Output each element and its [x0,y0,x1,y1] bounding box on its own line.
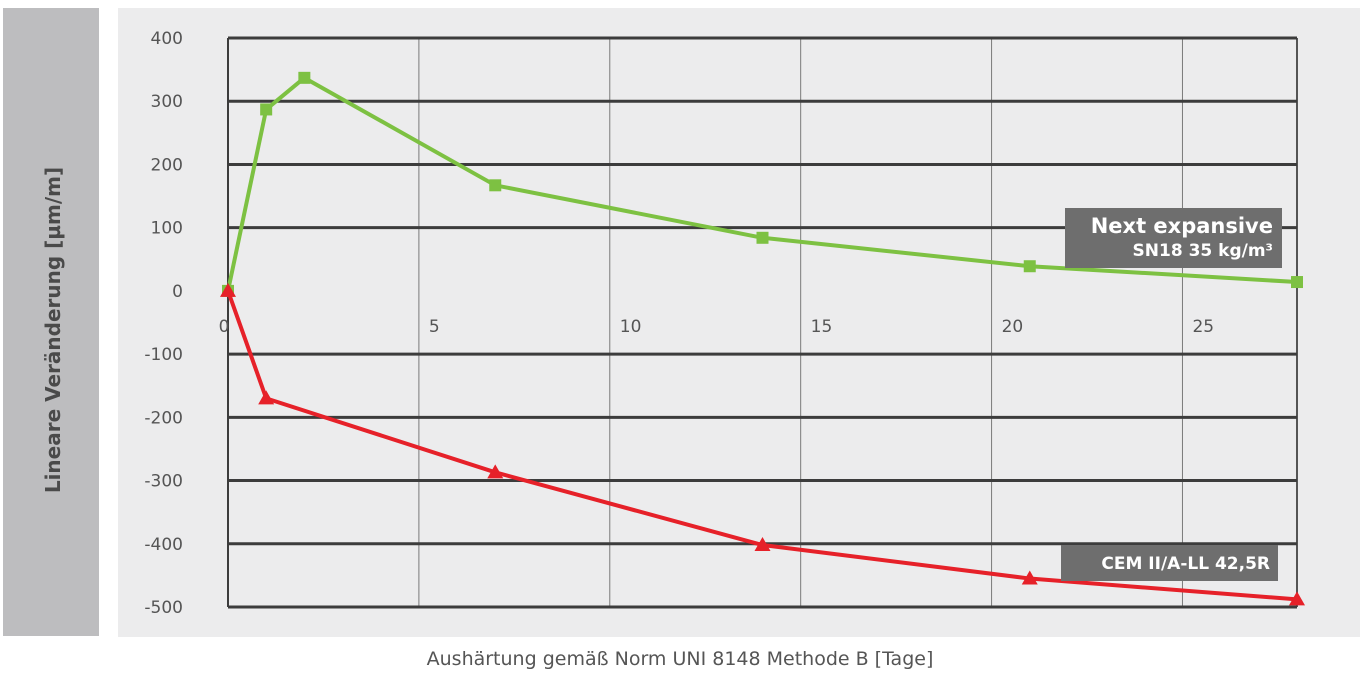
data-point [260,103,273,116]
data-point [1291,276,1303,289]
y-tick-label: 300 [151,92,183,112]
data-point [298,71,311,84]
x-tick-label: 0 [219,317,230,337]
data-point [756,231,769,244]
y-tick-label: 400 [151,29,183,49]
x-tick-label: 20 [1002,317,1024,337]
data-point [487,464,504,479]
x-tick-label: 15 [811,317,833,337]
x-tick-label: 10 [620,317,642,337]
y-tick-label: -200 [144,408,183,428]
legend-box-cem [1061,545,1278,581]
y-tick-label: 200 [151,155,183,175]
y-tick-label: 100 [151,219,183,239]
x-axis-label: Aushärtung gemäß Norm UNI 8148 Methode B… [426,648,934,670]
data-point [258,390,275,405]
data-point [1021,570,1038,585]
legend-label-cem: CEM II/A-LL 42,5R [1101,554,1270,574]
y-tick-label: -400 [144,535,183,555]
plot-background [118,8,1360,637]
y-axis-label-panel: Lineare Veränderung [µm/m] [3,8,99,636]
x-tick-label: 25 [1192,317,1214,337]
data-point [754,537,771,552]
data-point [220,282,236,297]
legend-box-next-expansive [1065,208,1282,268]
data-point [489,179,502,192]
series-line [226,290,1298,602]
legend-label-sn18: SN18 35 kg/m³ [1133,241,1273,261]
data-point [1023,260,1036,273]
legend-label-next-expansive: Next expansive [1091,214,1273,238]
y-tick-label: -100 [144,345,183,365]
y-tick-label: -500 [144,598,183,618]
x-tick-label: 5 [429,317,440,337]
y-tick-label: 0 [172,282,183,302]
y-tick-label: -300 [144,472,183,492]
data-point [1289,591,1305,606]
